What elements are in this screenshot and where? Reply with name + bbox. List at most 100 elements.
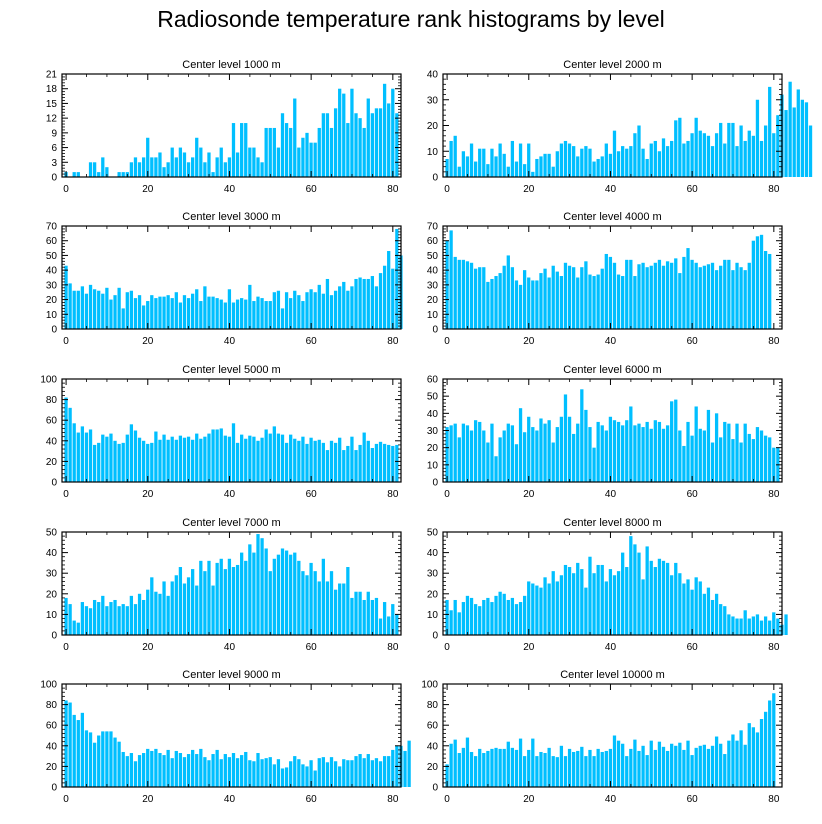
histogram-bar: [207, 560, 211, 635]
histogram-bar: [772, 693, 776, 787]
histogram-bar: [506, 741, 510, 787]
x-tick-label: 0: [444, 184, 450, 195]
histogram-bar: [215, 749, 219, 787]
histogram-bar: [174, 439, 178, 482]
histogram-bar: [264, 301, 268, 329]
histogram-bar: [321, 558, 325, 635]
y-tick-label: 70: [46, 222, 58, 233]
histogram-bar: [510, 425, 515, 482]
histogram-bar: [305, 575, 309, 635]
y-tick-label: 20: [46, 457, 58, 468]
histogram-bar: [592, 276, 596, 329]
y-tick-label: 20: [427, 589, 439, 600]
histogram-bar: [567, 567, 572, 635]
histogram-bar: [763, 125, 768, 177]
histogram-panel: Center level 9000 m 0 20 40 60 80 0 20 40 60 80 100: [40, 669, 411, 805]
y-tick-label: 40: [427, 741, 439, 752]
histogram-bar: [596, 421, 600, 482]
histogram-bar: [539, 418, 543, 482]
y-tick-label: 10: [46, 310, 58, 321]
histogram-bar: [358, 277, 362, 329]
histogram-bar: [743, 610, 747, 635]
histogram-bar: [256, 534, 260, 635]
histogram-bar: [92, 162, 97, 177]
histogram-bar: [445, 599, 449, 635]
x-tick-label: 0: [444, 642, 450, 653]
histogram-bar: [313, 770, 317, 787]
histogram-bar: [162, 296, 166, 329]
histogram-bar: [244, 299, 248, 329]
x-tick-label: 40: [605, 184, 617, 195]
y-tick-label: 20: [46, 762, 58, 773]
histogram-bar: [522, 164, 527, 178]
histogram-bar: [686, 248, 690, 329]
histogram-bar: [170, 147, 174, 177]
histogram-bar: [289, 554, 293, 635]
histogram-bar: [665, 146, 670, 177]
x-tick-label: 20: [523, 642, 535, 653]
histogram-bar: [461, 151, 466, 177]
histogram-bar: [199, 147, 203, 177]
histogram-bar: [174, 157, 178, 177]
histogram-bar: [150, 577, 154, 635]
histogram-bar: [735, 423, 739, 482]
histogram-bar: [105, 606, 109, 635]
histogram-bar: [551, 166, 555, 177]
x-tick-label: 0: [63, 794, 69, 805]
y-tick-label: 18: [46, 84, 58, 95]
histogram-bar: [235, 758, 240, 787]
histogram-bar: [92, 289, 97, 329]
histogram-bar: [739, 442, 743, 482]
histogram-bar: [678, 117, 682, 177]
x-tick-label: 80: [387, 794, 399, 805]
histogram-bar: [338, 88, 342, 177]
histogram-bar: [559, 416, 564, 482]
histogram-bar: [572, 433, 576, 482]
histogram-bar: [272, 558, 276, 635]
histogram-bar: [555, 427, 559, 482]
histogram-bar: [686, 740, 690, 787]
histogram-bar: [531, 171, 535, 177]
histogram-bar: [608, 256, 613, 329]
histogram-bar: [604, 750, 608, 787]
histogram-bar: [551, 442, 555, 482]
histogram-bar: [264, 429, 268, 482]
histogram-bar: [146, 748, 150, 787]
histogram-bar: [366, 440, 370, 482]
histogram-bar: [743, 270, 747, 329]
histogram-bar: [661, 746, 666, 787]
panel-frame: [442, 378, 783, 483]
histogram-bar: [674, 562, 678, 635]
histogram-bar: [305, 766, 309, 787]
histogram-bar: [563, 394, 568, 482]
y-tick-label: 50: [427, 528, 439, 539]
histogram-bar: [105, 731, 109, 787]
histogram-bar: [772, 447, 776, 482]
histogram-bar: [97, 290, 101, 329]
y-tick-label: 80: [46, 700, 58, 711]
histogram-bar: [68, 407, 72, 482]
histogram-bar: [133, 430, 138, 482]
histogram-bar: [231, 423, 236, 482]
histogram-bar: [68, 283, 72, 329]
histogram-bar: [788, 81, 792, 177]
histogram-bar: [678, 430, 682, 482]
x-tick-label: 80: [387, 184, 399, 195]
histogram-bar: [227, 757, 232, 787]
histogram-bar: [445, 427, 449, 482]
histogram-bar: [768, 620, 772, 635]
histogram-bar: [563, 756, 568, 787]
y-tick-label: 10: [46, 610, 58, 621]
histogram-panel: Center level 3000 m 0 20 40 60 80 0 10 20 30 40 50 6…: [46, 211, 403, 347]
histogram-bar: [88, 608, 93, 635]
y-tick-label: 0: [432, 631, 438, 642]
histogram-bar: [264, 758, 268, 787]
histogram-bar: [150, 157, 154, 177]
histogram-bar: [453, 256, 457, 329]
x-tick-label: 20: [142, 489, 154, 500]
histogram-bar: [223, 754, 227, 787]
histogram-bar: [580, 746, 584, 787]
histogram-bar: [490, 278, 494, 329]
histogram-bar: [117, 741, 121, 787]
